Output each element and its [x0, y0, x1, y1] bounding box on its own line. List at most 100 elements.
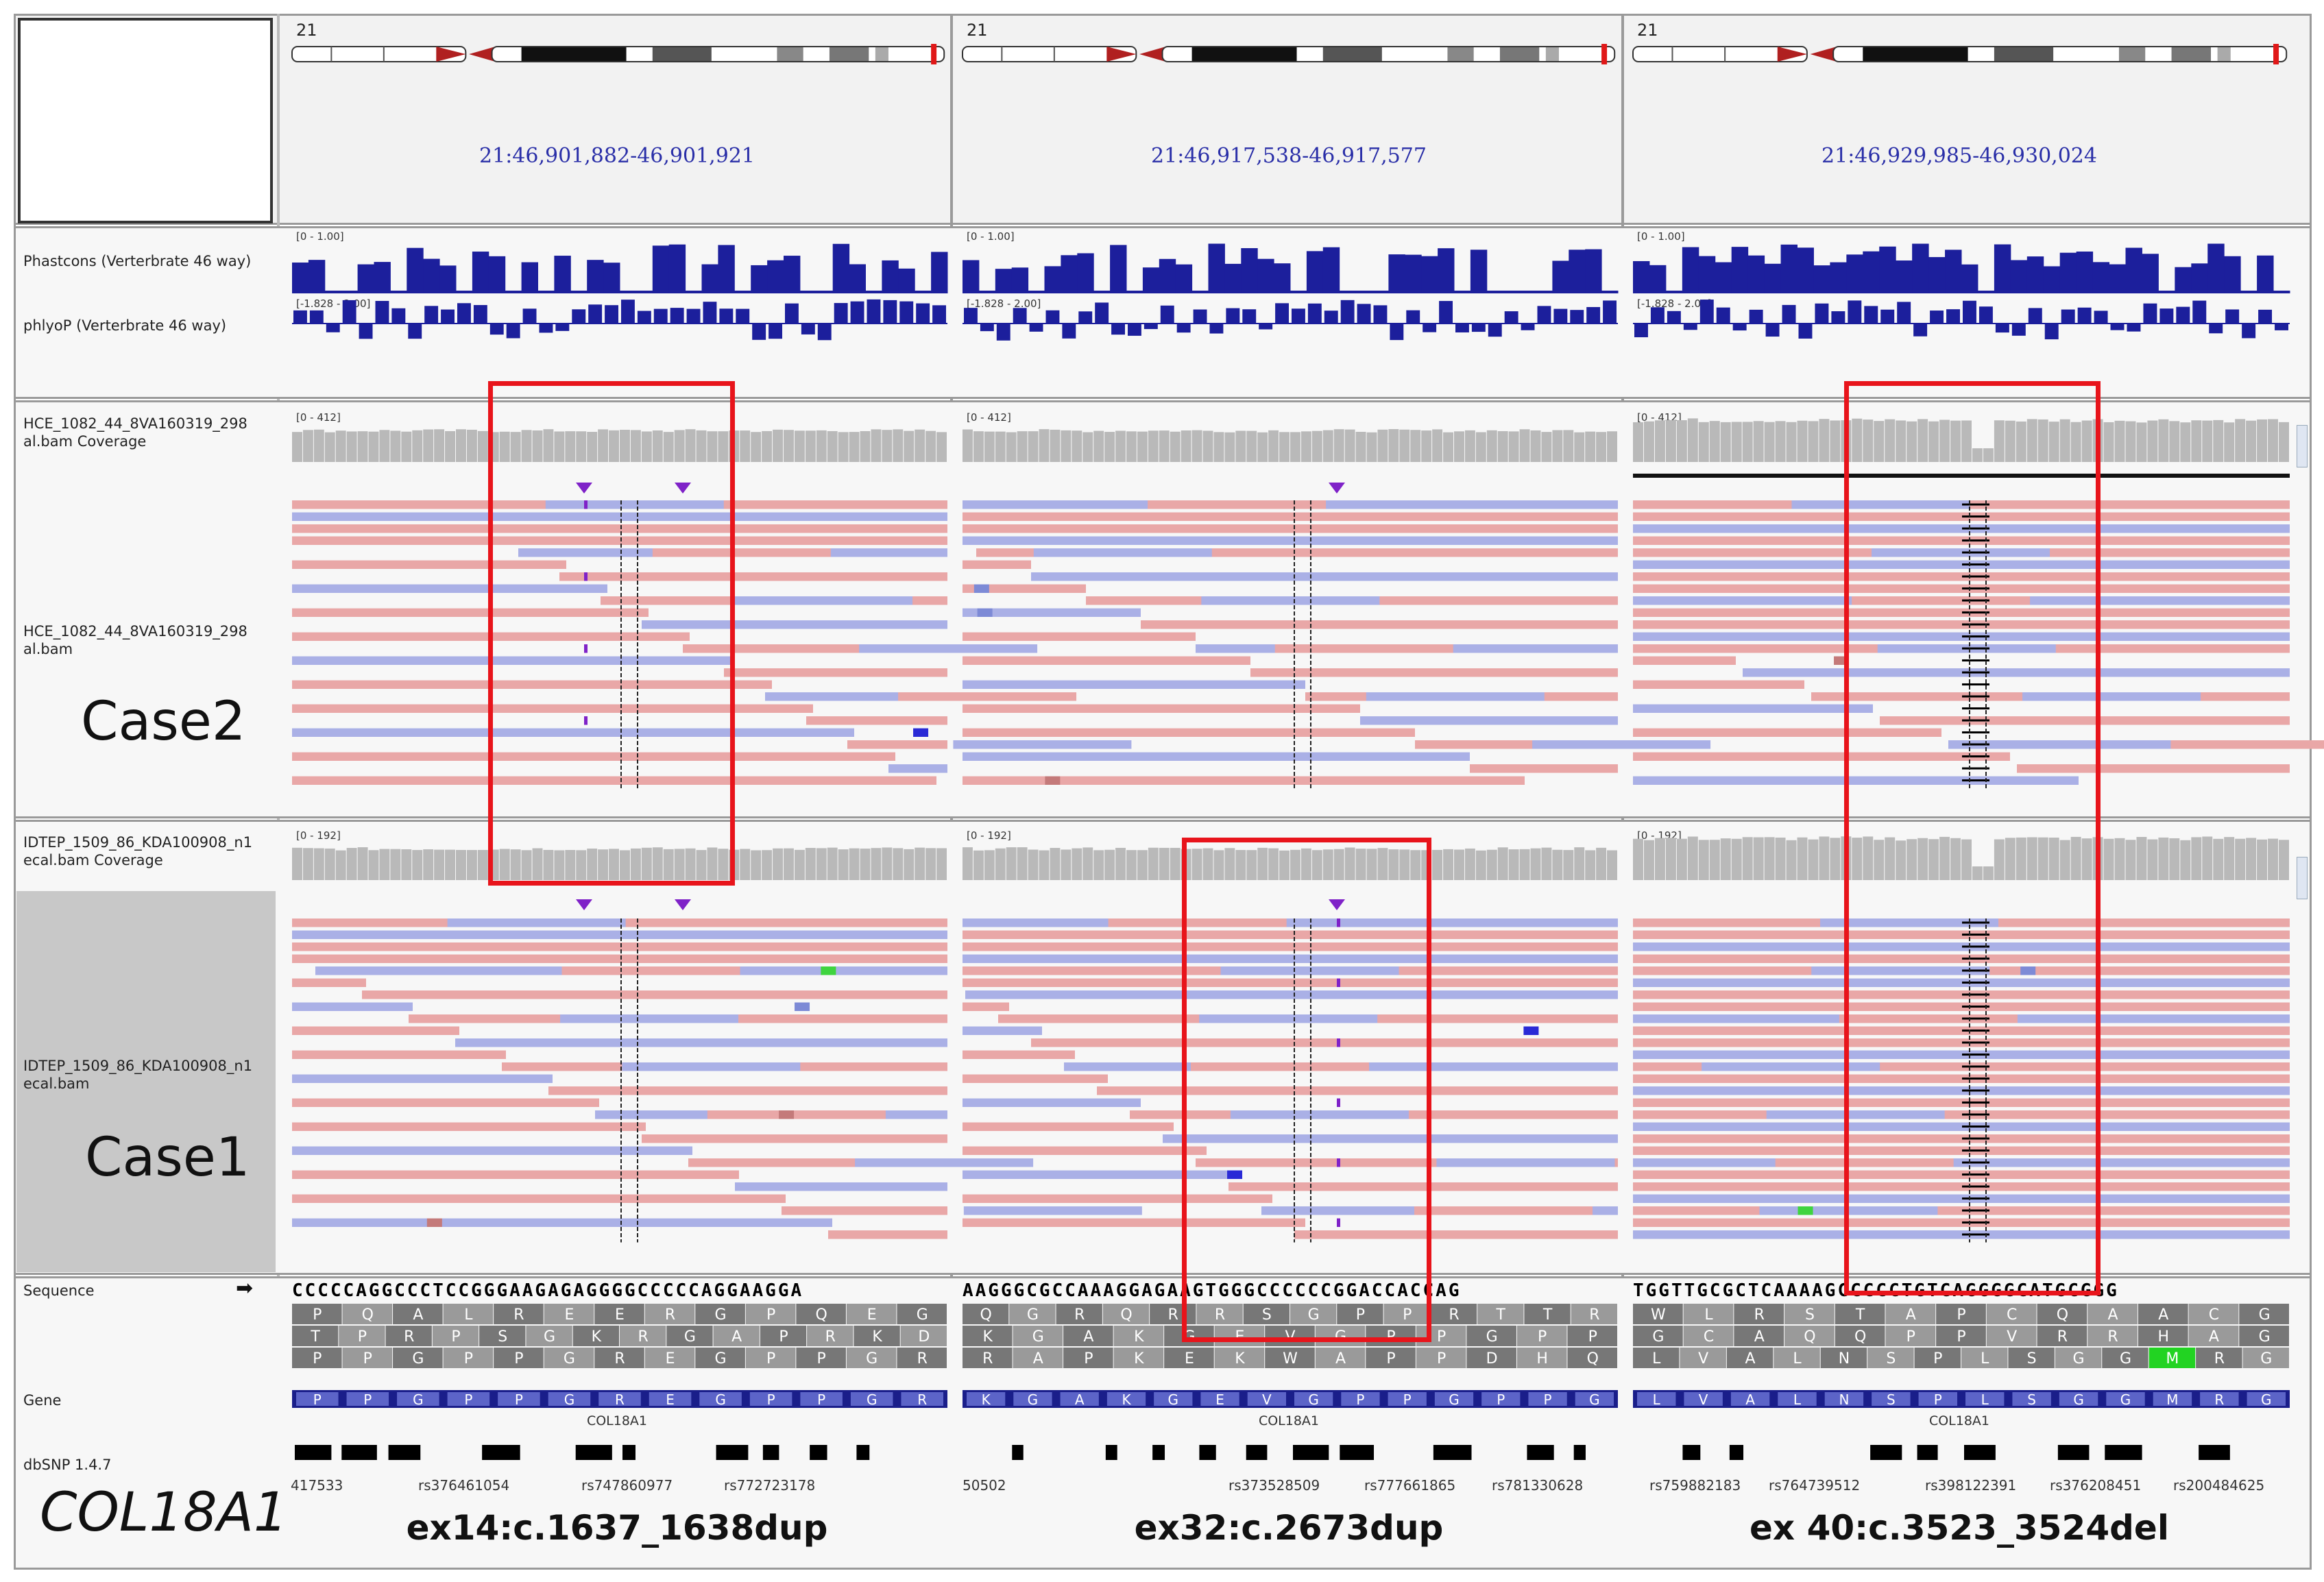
locus-column-2[interactable]: 21:46,917,538-46,917,577 — [1151, 144, 1427, 168]
coverage-bar — [445, 430, 455, 462]
coverage-bar — [2235, 419, 2246, 462]
amino-acid-cell — [393, 1304, 443, 1324]
coverage-bar — [379, 430, 390, 462]
coverage-bar — [1885, 837, 1896, 880]
amino-acid-cell — [544, 1304, 594, 1324]
coverage-bar — [1224, 848, 1235, 880]
amino-acid-letter: G — [564, 1350, 575, 1367]
read — [1633, 1050, 2290, 1059]
amino-acid-cell — [1383, 1304, 1430, 1324]
read — [1880, 716, 2290, 725]
strand-arrow-icon[interactable]: ➡ — [236, 1276, 254, 1300]
read — [1633, 1134, 2290, 1143]
phylop-bar — [506, 324, 520, 339]
rsid[interactable]: rs759882183 — [1649, 1477, 1741, 1494]
centromere-marker — [1810, 47, 1837, 62]
gene-amino-acid: P — [515, 1391, 523, 1408]
gene-amino-acid: P — [1356, 1391, 1364, 1408]
scrollbar[interactable] — [2297, 857, 2308, 899]
dbsnp-variant — [341, 1445, 377, 1460]
conservation-tracks[interactable] — [0, 226, 2324, 398]
phastcons-bar — [1503, 291, 1521, 293]
alignment-tracks[interactable] — [0, 400, 2324, 1285]
amino-acid-cell — [897, 1348, 947, 1368]
locus-column-3[interactable]: 21:46,929,985-46,930,024 — [1821, 144, 2097, 168]
dbsnp-label[interactable]: dbSNP 1.4.7 — [23, 1457, 112, 1473]
read — [898, 692, 1077, 701]
sequence-label[interactable]: Sequence — [23, 1282, 95, 1299]
gene-track-label[interactable]: Gene — [23, 1392, 62, 1409]
coverage-bar — [1808, 839, 1819, 880]
amino-acid-letter: R — [2214, 1350, 2225, 1367]
coverage-bar — [1574, 847, 1585, 880]
scrollbar[interactable] — [2297, 425, 2308, 467]
phylop-bar — [768, 324, 782, 339]
gene-name-column-1: COL18A1 — [586, 1413, 648, 1428]
phylop-bar — [1831, 311, 1845, 324]
coverage-bar — [1508, 431, 1519, 462]
phastcons-bar — [978, 291, 996, 293]
coverage-bar — [2070, 836, 2081, 880]
amino-acid-cell — [1571, 1304, 1617, 1324]
dbsnp-variant — [2199, 1445, 2230, 1460]
locus-column-1[interactable]: 21:46,901,882-46,901,921 — [479, 144, 755, 168]
amino-acid-cell — [1683, 1326, 1734, 1346]
mismatch-base — [795, 1002, 810, 1011]
coverage-bar — [2037, 837, 2048, 880]
phastcons-bar — [1896, 260, 1913, 293]
read — [806, 716, 947, 725]
coverage-bar — [2136, 422, 2147, 462]
coverage-bar — [510, 432, 521, 462]
coverage-bar — [390, 430, 401, 462]
coverage-bar — [641, 431, 652, 462]
case2-coverage-label[interactable]: HCE_1082_44_8VA160319_298 al.bam Coverag… — [23, 415, 247, 450]
amino-acid-cell — [526, 1326, 572, 1346]
rsid[interactable]: rs764739512 — [1769, 1477, 1861, 1494]
rsid[interactable]: rs376208451 — [2050, 1477, 2142, 1494]
phylop-bar — [408, 324, 422, 339]
coverage-bar — [1497, 847, 1508, 880]
phastcons-bar — [1585, 249, 1602, 293]
rsid[interactable]: rs200484625 — [2173, 1477, 2265, 1494]
rsid[interactable]: rs373528509 — [1228, 1477, 1320, 1494]
coverage-bar — [1917, 838, 1928, 880]
coverage-bar — [313, 848, 324, 880]
amino-acid-cell — [695, 1304, 745, 1324]
read — [963, 632, 1196, 641]
dbsnp-variant — [1729, 1445, 1744, 1460]
phastcons-label[interactable]: Phastcons (Verterbrate 46 way) — [23, 253, 252, 269]
coverage-bar — [1972, 448, 1983, 462]
rsid[interactable]: rs747860977 — [581, 1477, 673, 1494]
gene-exon-block — [548, 1392, 591, 1406]
coverage-bar — [2202, 420, 2213, 462]
sequence-column-1: CCCCCAGGCCCTCCGGGAAGAGAGGGGCCCCCAGGAAGGA — [292, 1280, 804, 1301]
amino-acid-letter: Q — [1587, 1350, 1599, 1367]
feature-tracks[interactable]: P Q A L R E E R G P Q E GT P R P S G K R G A P R K DP P G P P G R E G P P G R… — [0, 1302, 2324, 1467]
rsid[interactable]: 417533 — [291, 1477, 343, 1494]
read — [1633, 728, 1941, 737]
phastcons-bar — [537, 291, 555, 293]
phastcons-bar — [1372, 291, 1389, 293]
rsid[interactable]: rs781330628 — [1492, 1477, 1584, 1494]
chromosome-ideograms[interactable] — [0, 34, 2324, 110]
coverage-bar — [1775, 837, 1786, 880]
rsid[interactable]: rs376461054 — [418, 1477, 510, 1494]
phylop-bar — [719, 308, 734, 324]
rsid[interactable]: rs772723178 — [724, 1477, 816, 1494]
coverage-bar — [1115, 847, 1126, 880]
gene-amino-acid: G — [1168, 1391, 1179, 1408]
read — [963, 954, 1618, 963]
dbsnp-variant — [1340, 1445, 1375, 1460]
amino-acid-cell — [292, 1304, 342, 1324]
rsid[interactable]: 50502 — [963, 1477, 1006, 1494]
coverage-bar — [1257, 432, 1268, 462]
rsid[interactable]: rs777661865 — [1364, 1477, 1456, 1494]
coverage-bar — [1213, 432, 1224, 462]
case2-reads-label[interactable]: HCE_1082_44_8VA160319_298 al.bam — [23, 623, 247, 657]
case1-coverage-label[interactable]: IDTEP_1509_86_KDA100908_n1 ecal.bam Cove… — [23, 834, 253, 868]
rsid[interactable]: rs398122391 — [1925, 1477, 2017, 1494]
gene-amino-acid: R — [917, 1391, 927, 1408]
phylop-bar — [1699, 300, 1714, 324]
phylop-label[interactable]: phlyoP (Verterbrate 46 way) — [23, 317, 227, 334]
case1-reads-label[interactable]: IDTEP_1509_86_KDA100908_n1 ecal.bam — [23, 1058, 253, 1092]
